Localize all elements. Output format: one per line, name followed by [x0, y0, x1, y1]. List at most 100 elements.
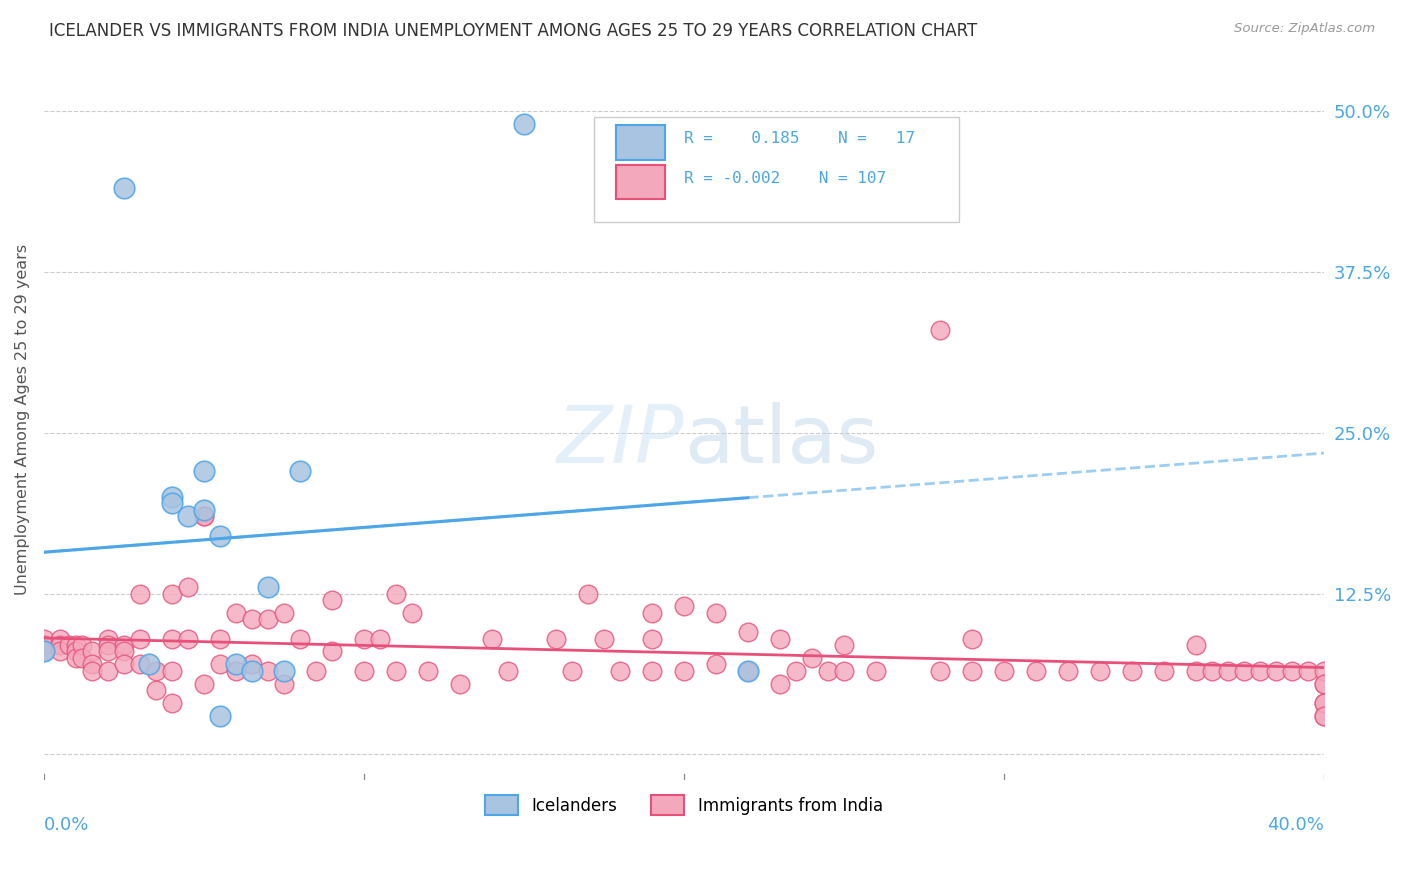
Point — [1201, 664, 1223, 678]
Point — [737, 664, 759, 678]
Point — [321, 644, 343, 658]
Point — [800, 650, 823, 665]
Point — [240, 612, 263, 626]
Point — [672, 599, 695, 614]
Point — [32, 638, 55, 652]
Point — [481, 632, 503, 646]
Point — [288, 464, 311, 478]
Point — [1121, 664, 1143, 678]
FancyBboxPatch shape — [595, 117, 959, 222]
Point — [368, 632, 391, 646]
Point — [1313, 676, 1336, 690]
Point — [1153, 664, 1175, 678]
Point — [273, 606, 295, 620]
Point — [80, 644, 103, 658]
Point — [97, 664, 120, 678]
Point — [97, 644, 120, 658]
Point — [1313, 696, 1336, 710]
Point — [177, 580, 200, 594]
Point — [257, 580, 280, 594]
Point — [832, 664, 855, 678]
Point — [1264, 664, 1286, 678]
Text: R =    0.185    N =   17: R = 0.185 N = 17 — [683, 131, 915, 146]
Legend: Icelanders, Immigrants from India: Icelanders, Immigrants from India — [478, 789, 890, 822]
Point — [273, 664, 295, 678]
Point — [704, 606, 727, 620]
Point — [785, 664, 807, 678]
Point — [1216, 664, 1239, 678]
Point — [208, 632, 231, 646]
Point — [401, 606, 423, 620]
Point — [240, 664, 263, 678]
Point — [112, 644, 135, 658]
Point — [193, 676, 215, 690]
Point — [72, 650, 94, 665]
Point — [1281, 664, 1303, 678]
Point — [960, 632, 983, 646]
FancyBboxPatch shape — [616, 165, 665, 200]
Text: atlas: atlas — [683, 402, 879, 481]
Point — [208, 708, 231, 723]
Point — [193, 509, 215, 524]
Text: R = -0.002    N = 107: R = -0.002 N = 107 — [683, 171, 886, 186]
Point — [193, 503, 215, 517]
Point — [960, 664, 983, 678]
Point — [993, 664, 1015, 678]
Text: Source: ZipAtlas.com: Source: ZipAtlas.com — [1234, 22, 1375, 36]
Point — [49, 644, 72, 658]
Point — [1296, 664, 1319, 678]
Point — [593, 632, 616, 646]
Point — [737, 664, 759, 678]
Point — [145, 664, 167, 678]
Point — [32, 632, 55, 646]
Point — [737, 625, 759, 640]
Point — [353, 664, 375, 678]
Text: 40.0%: 40.0% — [1267, 816, 1324, 834]
Point — [97, 638, 120, 652]
Point — [641, 632, 664, 646]
Point — [225, 606, 247, 620]
Point — [128, 586, 150, 600]
Point — [704, 657, 727, 672]
Point — [1313, 696, 1336, 710]
Point — [672, 664, 695, 678]
Point — [513, 117, 536, 131]
Point — [305, 664, 328, 678]
Point — [208, 657, 231, 672]
Point — [193, 464, 215, 478]
Point — [58, 638, 80, 652]
Point — [193, 509, 215, 524]
Point — [321, 593, 343, 607]
Text: 0.0%: 0.0% — [44, 816, 89, 834]
Point — [72, 638, 94, 652]
Point — [353, 632, 375, 646]
Point — [449, 676, 471, 690]
Point — [865, 664, 887, 678]
Point — [416, 664, 439, 678]
Point — [817, 664, 839, 678]
Point — [80, 657, 103, 672]
Y-axis label: Unemployment Among Ages 25 to 29 years: Unemployment Among Ages 25 to 29 years — [15, 244, 30, 595]
Point — [65, 650, 87, 665]
Point — [609, 664, 631, 678]
Point — [385, 586, 408, 600]
Point — [112, 638, 135, 652]
Point — [496, 664, 519, 678]
Point — [160, 664, 183, 678]
Point — [1313, 664, 1336, 678]
Point — [80, 664, 103, 678]
Point — [1249, 664, 1271, 678]
Point — [257, 612, 280, 626]
Point — [769, 632, 792, 646]
Point — [1088, 664, 1111, 678]
Point — [112, 181, 135, 195]
Point — [145, 683, 167, 698]
Point — [1313, 708, 1336, 723]
Point — [112, 657, 135, 672]
Point — [928, 664, 950, 678]
Text: ICELANDER VS IMMIGRANTS FROM INDIA UNEMPLOYMENT AMONG AGES 25 TO 29 YEARS CORREL: ICELANDER VS IMMIGRANTS FROM INDIA UNEMP… — [49, 22, 977, 40]
Point — [288, 632, 311, 646]
Point — [832, 638, 855, 652]
Point — [160, 586, 183, 600]
Point — [1313, 676, 1336, 690]
